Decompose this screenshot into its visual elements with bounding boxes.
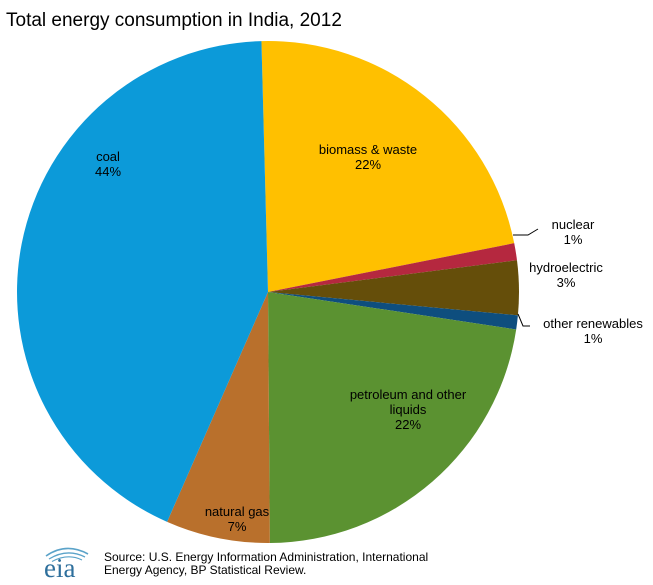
slice-label-natural-gas: natural gas — [205, 504, 270, 519]
slice-value-petroleum-and-other-liquids: 22% — [395, 417, 421, 432]
slice-value-coal: 44% — [95, 164, 121, 179]
slice-value-hydroelectric: 3% — [557, 275, 576, 290]
slice-value-natural-gas: 7% — [228, 519, 247, 534]
chart-title: Total energy consumption in India, 2012 — [6, 10, 342, 31]
pie-slice-nuclear — [268, 243, 517, 292]
slice-label-biomass-waste: biomass & waste — [319, 142, 417, 157]
slice-label-other-renewables: other renewables — [543, 316, 643, 331]
source-line-1: Source: U.S. Energy Information Administ… — [104, 550, 429, 564]
logo-text: eia — [44, 553, 75, 580]
pie-labels: biomass & waste22%nuclear1%hydroelectric… — [95, 142, 643, 534]
pie-slice-hydroelectric — [268, 260, 520, 316]
pie-slices — [17, 41, 520, 543]
pie-slice-natural-gas — [167, 292, 270, 543]
slice-value-nuclear: 1% — [564, 232, 583, 247]
leader-line-nuclear — [513, 228, 539, 236]
slice-label-petroleum-and-other-liquids: petroleum and other liquids — [350, 387, 467, 417]
leader-line-other-renewables — [517, 313, 530, 327]
slice-label-coal: coal — [96, 149, 120, 164]
pie-slice-petroleum-and-other-liquids — [268, 292, 517, 543]
pie-slice-other-renewables — [268, 292, 518, 330]
pie-slice-biomass-waste — [261, 41, 515, 292]
source-note: Source: U.S. Energy Information Administ… — [104, 551, 574, 577]
eia-logo: eia — [40, 544, 92, 583]
slice-value-biomass-waste: 22% — [355, 157, 381, 172]
slice-label-nuclear: nuclear — [552, 217, 595, 232]
slice-value-other-renewables: 1% — [584, 331, 603, 346]
source-line-2: Energy Agency, BP Statistical Review. — [104, 563, 307, 577]
pie-slice-coal — [17, 41, 269, 522]
slice-label-hydroelectric: hydroelectric — [529, 260, 603, 275]
